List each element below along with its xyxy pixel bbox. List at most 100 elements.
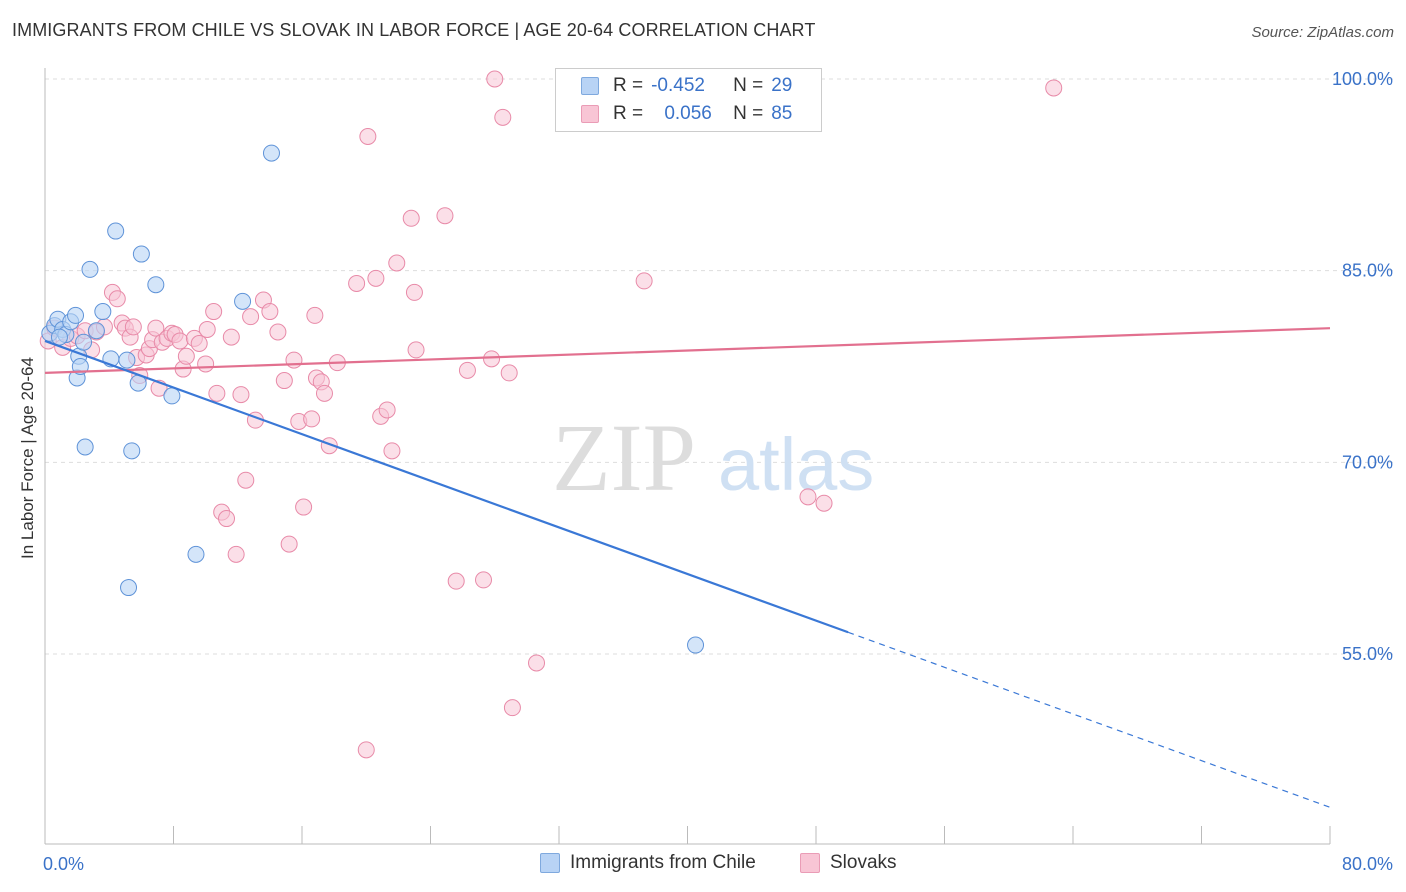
legend-swatch-chile (581, 77, 599, 95)
data-point-slovaks (303, 410, 321, 428)
axes (44, 68, 1331, 845)
y-axis-title: In Labor Force | Age 20-64 (18, 357, 37, 559)
data-point-slovaks (237, 471, 255, 489)
y-tick-label: 100.0% (1332, 69, 1393, 89)
chart-title: IMMIGRANTS FROM CHILE VS SLOVAK IN LABOR… (12, 20, 816, 40)
data-point-chile (67, 306, 85, 324)
data-point-slovaks (367, 269, 385, 287)
data-point-slovaks (147, 319, 165, 337)
data-point-slovaks (232, 386, 250, 404)
x-tick-label: 80.0% (1342, 854, 1393, 874)
data-point-slovaks (799, 488, 817, 506)
legend-n-value-slovaks: 85 (771, 103, 793, 124)
data-point-chile (163, 387, 181, 405)
trend-line-chile-extension (847, 631, 1331, 808)
data-point-slovaks (500, 364, 518, 382)
data-point-slovaks (483, 350, 501, 368)
legend-n-value-chile: 29 (771, 75, 793, 96)
data-point-slovaks (494, 108, 512, 126)
legend-r-label: R = (613, 75, 644, 96)
x-tick-label: 0.0% (43, 854, 84, 874)
data-point-chile (262, 144, 280, 162)
data-point-slovaks (635, 272, 653, 290)
data-point-slovaks (295, 498, 313, 516)
data-point-slovaks (280, 535, 298, 553)
data-point-slovaks (208, 384, 226, 402)
legend-r-value-chile: -0.452 (651, 75, 705, 96)
bottom-legend-slovaks: Slovaks (800, 852, 897, 874)
data-point-slovaks (357, 741, 375, 759)
data-point-slovaks (222, 328, 240, 346)
data-point-slovaks (378, 401, 396, 419)
data-point-chile (94, 303, 112, 321)
data-point-chile (50, 328, 68, 346)
data-point-slovaks (486, 70, 504, 88)
data-point-chile (87, 322, 105, 340)
data-point-slovaks (475, 571, 493, 589)
watermark-atlas: atlas (718, 423, 874, 506)
legend-n-label: N = (733, 103, 764, 124)
trend-lines (44, 327, 1331, 808)
slovaks-points (39, 70, 1063, 759)
data-point-slovaks (285, 351, 303, 369)
data-point-slovaks (269, 323, 287, 341)
data-point-slovaks (124, 318, 142, 336)
data-point-chile (76, 438, 94, 456)
watermark-zip: ZIP (552, 404, 696, 511)
chile-points (41, 144, 705, 654)
data-point-chile (123, 442, 141, 460)
data-point-slovaks (242, 308, 260, 326)
data-point-slovaks (402, 209, 420, 227)
data-point-chile (81, 260, 99, 278)
data-point-slovaks (388, 254, 406, 272)
bottom-legend-chile: Immigrants from Chile (540, 852, 756, 874)
data-point-slovaks (205, 303, 223, 321)
data-point-slovaks (348, 274, 366, 292)
tick-labels: 55.0% 70.0% 85.0% 100.0% 0.0% 80.0% (43, 69, 1393, 874)
data-point-chile (75, 333, 93, 351)
correlation-legend: R = -0.452 N = 29 R = 0.056 N = 85 (555, 68, 822, 132)
y-tick-label: 70.0% (1342, 452, 1393, 472)
data-point-slovaks (177, 347, 195, 365)
data-point-chile (118, 351, 136, 369)
data-point-slovaks (108, 290, 126, 308)
data-point-slovaks (275, 372, 293, 390)
data-point-slovaks (190, 335, 208, 352)
data-point-chile (120, 579, 138, 597)
data-point-slovaks (227, 545, 245, 563)
bottom-legend-swatch-chile (540, 853, 560, 873)
legend-n-label: N = (733, 75, 764, 96)
data-point-slovaks (306, 306, 324, 324)
legend-row-slovaks: R = 0.056 N = 85 (581, 103, 792, 125)
data-point-chile (234, 292, 252, 310)
data-point-chile (132, 245, 150, 263)
legend-r-value-slovaks: 0.056 (664, 103, 712, 124)
data-point-slovaks (261, 303, 279, 321)
data-point-slovaks (359, 128, 377, 145)
data-point-chile (187, 545, 205, 563)
data-point-chile (147, 276, 165, 294)
data-point-slovaks (407, 341, 425, 359)
y-tick-label: 85.0% (1342, 261, 1393, 281)
data-point-slovaks (528, 654, 546, 672)
data-point-slovaks (315, 384, 333, 402)
data-point-chile (107, 222, 125, 240)
legend-r-label: R = (613, 103, 644, 124)
data-point-slovaks (815, 494, 833, 512)
data-point-slovaks (436, 207, 454, 225)
y-tick-label: 55.0% (1342, 644, 1393, 664)
data-point-slovaks (447, 572, 465, 590)
data-point-slovaks (503, 699, 521, 717)
bottom-legend-label-chile: Immigrants from Chile (570, 852, 756, 873)
data-point-slovaks (1045, 79, 1063, 97)
data-point-chile (687, 636, 705, 654)
data-point-slovaks (218, 510, 236, 528)
data-point-slovaks (197, 355, 215, 373)
data-point-slovaks (383, 442, 401, 460)
trend-line-chile (44, 339, 849, 634)
trend-line-slovaks (44, 327, 1331, 374)
data-point-slovaks (458, 361, 476, 379)
data-point-slovaks (198, 320, 216, 338)
data-point-slovaks (171, 332, 189, 350)
